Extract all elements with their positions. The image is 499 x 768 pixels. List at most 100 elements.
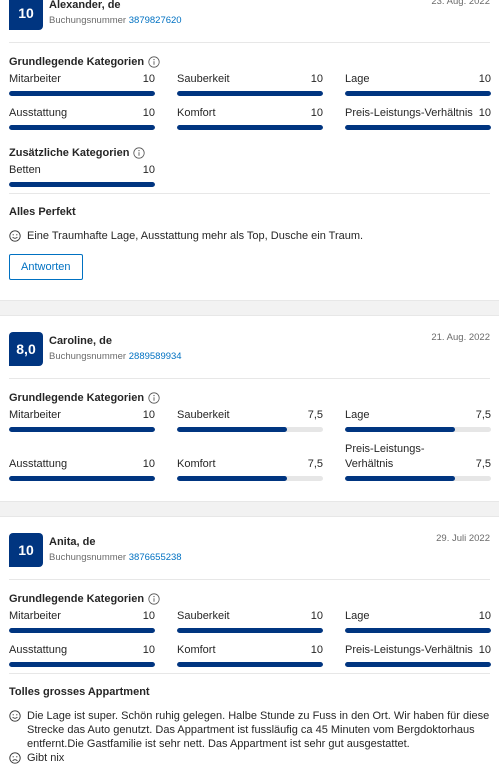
score-track bbox=[345, 427, 491, 432]
category-grid: Betten 10 bbox=[9, 163, 490, 187]
category: Lage 10 bbox=[345, 72, 491, 96]
category-name: Preis-Leistungs-Verhältnis bbox=[345, 107, 473, 119]
score-bar bbox=[177, 125, 323, 130]
category: Sauberkeit 10 bbox=[177, 609, 323, 633]
category-row: Preis-Leistungs-Verhältnis 7,5 bbox=[345, 442, 491, 472]
review-date: 29. Juli 2022 bbox=[436, 533, 490, 544]
category-score: 10 bbox=[142, 409, 155, 421]
positive-comment: Eine Traumhafte Lage, Ausstattung mehr a… bbox=[9, 229, 490, 243]
score-bar bbox=[345, 662, 491, 667]
score-bar bbox=[9, 125, 155, 130]
positive-text: Die Lage ist super. Schön ruhig gelegen.… bbox=[27, 710, 490, 750]
booking-number[interactable]: 3876655238 bbox=[128, 552, 182, 563]
score-bar bbox=[9, 628, 155, 633]
category-row: Sauberkeit 10 bbox=[177, 609, 323, 624]
score-track bbox=[9, 91, 155, 96]
category: Ausstattung 10 bbox=[9, 457, 155, 481]
review-header: 10 Anita, de Buchungsnummer 3876655238 29. … bbox=[9, 533, 490, 580]
positive-comment: Die Lage ist super. Schön ruhig gelegen.… bbox=[9, 709, 490, 751]
review-date: 23. Aug. 2022 bbox=[431, 0, 490, 7]
score-bar bbox=[9, 427, 155, 432]
score-track bbox=[177, 125, 323, 130]
score-bar bbox=[177, 476, 287, 481]
category-row: Preis-Leistungs-Verhältnis 10 bbox=[345, 643, 491, 658]
reply-button[interactable]: Antworten bbox=[9, 254, 83, 280]
category-row: Preis-Leistungs-Verhältnis 10 bbox=[345, 106, 491, 121]
category-row: Lage 10 bbox=[345, 609, 491, 624]
booking-info: Buchungsnummer 3876655238 bbox=[49, 552, 182, 563]
score-track bbox=[345, 91, 491, 96]
category-section: Zusätzliche Kategorien Betten 10 bbox=[9, 145, 490, 187]
negative-text: Gibt nix bbox=[27, 752, 65, 764]
category-row: Komfort 10 bbox=[177, 643, 323, 658]
comment-title: Tolles grosses Appartment bbox=[9, 686, 150, 698]
category-row: Ausstattung 10 bbox=[9, 643, 155, 658]
category-section: Grundlegende Kategorien Mitarbeiter 10 Saub… bbox=[9, 390, 491, 481]
category-row: Komfort 10 bbox=[177, 106, 323, 121]
category-row: Lage 10 bbox=[345, 72, 491, 87]
section-separator bbox=[0, 501, 499, 517]
category-score: 10 bbox=[142, 644, 155, 656]
review: 10 Alexander, de Buchungsnummer 3879827620… bbox=[0, 0, 499, 280]
score-bar bbox=[345, 628, 491, 633]
info-icon bbox=[148, 593, 160, 605]
negative-icon bbox=[9, 752, 21, 764]
category-name: Sauberkeit bbox=[177, 610, 230, 622]
category: Lage 10 bbox=[345, 609, 491, 633]
score-bar bbox=[9, 476, 155, 481]
category-name: Preis-Leistungs-Verhältnis bbox=[345, 443, 425, 470]
score-bar bbox=[345, 91, 491, 96]
positive-text: Eine Traumhafte Lage, Ausstattung mehr a… bbox=[27, 230, 364, 242]
score-track bbox=[345, 476, 491, 481]
score-badge: 8,0 bbox=[9, 332, 43, 366]
section-title: Grundlegende Kategorien bbox=[9, 54, 490, 70]
category: Preis-Leistungs-Verhältnis 10 bbox=[345, 106, 491, 130]
category: Mitarbeiter 10 bbox=[9, 408, 155, 432]
category-score: 10 bbox=[142, 610, 155, 622]
score-bar bbox=[345, 125, 491, 130]
review: 8,0 Caroline, de Buchungsnummer 2889589934… bbox=[0, 316, 499, 481]
review-header: 8,0 Caroline, de Buchungsnummer 2889589934… bbox=[9, 332, 490, 379]
booking-label: Buchungsnummer bbox=[49, 552, 127, 563]
category-score: 7,5 bbox=[475, 458, 491, 470]
category-score: 10 bbox=[310, 644, 323, 656]
booking-info: Buchungsnummer 3879827620 bbox=[49, 15, 182, 26]
score-track bbox=[177, 628, 323, 633]
positive-icon bbox=[9, 230, 21, 242]
review-comment: Alles Perfekt Eine Traumhafte Lage, Ausst… bbox=[9, 193, 490, 280]
category-grid: Mitarbeiter 10 Sauberkeit 10 Lage 10 Ausstattu… bbox=[9, 609, 491, 667]
info-icon bbox=[133, 147, 146, 159]
category-score: 7,5 bbox=[475, 409, 491, 421]
category-grid: Mitarbeiter 10 Sauberkeit 7,5 Lage 7,5 Ausstat… bbox=[9, 408, 491, 481]
score-badge: 10 bbox=[9, 0, 43, 30]
category-score: 10 bbox=[478, 107, 491, 119]
section-title-text: Grundlegende Kategorien bbox=[9, 392, 145, 404]
score-bar bbox=[9, 662, 155, 667]
category-row: Komfort 7,5 bbox=[177, 457, 323, 472]
category-name: Sauberkeit bbox=[177, 409, 230, 421]
score-track bbox=[177, 476, 323, 481]
negative-comment: Gibt nix bbox=[9, 751, 490, 765]
category: Ausstattung 10 bbox=[9, 643, 155, 667]
category-row: Mitarbeiter 10 bbox=[9, 72, 155, 87]
category-name: Sauberkeit bbox=[177, 73, 230, 85]
category-row: Mitarbeiter 10 bbox=[9, 408, 155, 423]
booking-number[interactable]: 2889589934 bbox=[128, 351, 182, 362]
category: Mitarbeiter 10 bbox=[9, 609, 155, 633]
review-comment: Tolles grosses Appartment Die Lage ist su… bbox=[9, 673, 490, 765]
category: Ausstattung 10 bbox=[9, 106, 155, 130]
comment-title: Alles Perfekt bbox=[9, 206, 76, 218]
reviewer-name: Anita, de bbox=[49, 536, 96, 548]
category-name: Ausstattung bbox=[9, 644, 68, 656]
score-bar bbox=[177, 628, 323, 633]
score-track bbox=[177, 427, 323, 432]
category-section: Grundlegende Kategorien Mitarbeiter 10 Saub… bbox=[9, 591, 491, 667]
category-row: Mitarbeiter 10 bbox=[9, 609, 155, 624]
booking-info: Buchungsnummer 2889589934 bbox=[49, 351, 182, 362]
booking-number[interactable]: 3879827620 bbox=[128, 15, 182, 26]
category-row: Sauberkeit 10 bbox=[177, 72, 323, 87]
category: Sauberkeit 10 bbox=[177, 72, 323, 96]
score-bar bbox=[177, 662, 323, 667]
score-track bbox=[9, 125, 155, 130]
